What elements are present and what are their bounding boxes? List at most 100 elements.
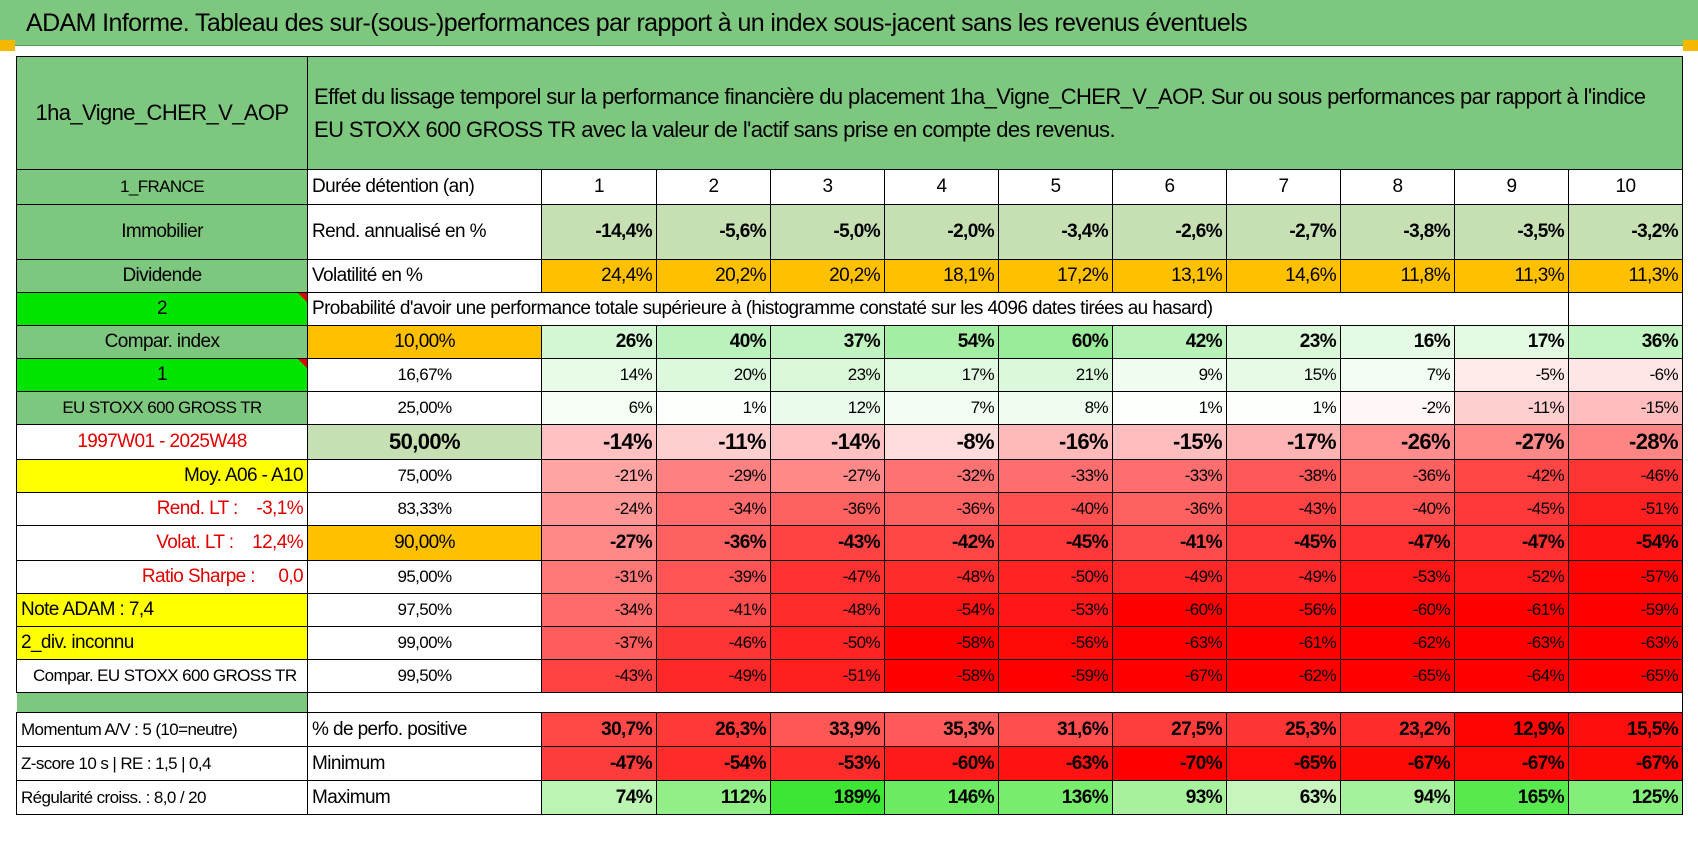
volat-value: 17,2% (998, 259, 1113, 293)
income-type-cell: Dividende (16, 259, 308, 293)
quantile-level: 75,00% (307, 459, 542, 493)
volat-value: 11,8% (1340, 259, 1455, 293)
prob-cell: -15% (1112, 424, 1227, 460)
compar-index-full-cell: Compar. EU STOXX 600 GROSS TR (16, 659, 308, 693)
minimum-value: -70% (1112, 746, 1227, 781)
prob-cell: -50% (998, 560, 1113, 594)
prob-cell: -36% (1112, 492, 1227, 526)
prob-cell: -14% (770, 424, 885, 460)
pct-positive-row: Momentum A/V : 5 (10=neutre) % de perfo.… (16, 712, 1683, 747)
quantile-level: 95,00% (307, 560, 542, 594)
minimum-value: -54% (656, 746, 771, 781)
prob-cell: -43% (1226, 492, 1341, 526)
prob-cell: -49% (1112, 560, 1227, 594)
volat-value: 18,1% (884, 259, 999, 293)
prob-cell: -56% (998, 626, 1113, 660)
maximum-row: Régularité croiss. : 8,0 / 20 Maximum 74… (16, 780, 1683, 815)
prob-cell: 1% (1226, 391, 1341, 425)
prob-cell: -40% (1340, 492, 1455, 526)
index-code-cell[interactable]: 1 (16, 358, 308, 392)
minimum-value: -63% (998, 746, 1113, 781)
minimum-value: -67% (1568, 746, 1683, 781)
prob-cell: -41% (656, 593, 771, 627)
prob-cell: -36% (656, 525, 771, 561)
year-header: 3 (770, 169, 885, 205)
rend-value: -3,5% (1454, 204, 1569, 260)
moy-label-cell: Moy. A06 - A10 (16, 459, 308, 493)
pct-positive-value: 30,7% (541, 712, 657, 747)
prob-cell: -34% (656, 492, 771, 526)
rend-value: -5,0% (770, 204, 885, 260)
volat-value: 11,3% (1454, 259, 1569, 293)
volat-value: 13,1% (1112, 259, 1227, 293)
prob-cell: -36% (884, 492, 999, 526)
rend-value: -2,7% (1226, 204, 1341, 260)
volat-value: 24,4% (541, 259, 657, 293)
prob-cell: -2% (1340, 391, 1455, 425)
corner-marker-right (1683, 40, 1698, 51)
prob-cell: -52% (1454, 560, 1569, 594)
momentum-cell: Momentum A/V : 5 (10=neutre) (16, 712, 308, 747)
prob-cell: -54% (884, 593, 999, 627)
prob-row-9: Note ADAM : 7,4 97,50% -34% -41% -48% -5… (16, 593, 1683, 627)
prob-cell: -58% (884, 626, 999, 660)
minimum-value: -60% (884, 746, 999, 781)
prob-cell: -8% (884, 424, 999, 460)
prob-cell: 7% (884, 391, 999, 425)
maximum-value: 63% (1226, 780, 1341, 815)
prob-cell: 37% (770, 325, 885, 359)
maximum-value: 94% (1340, 780, 1455, 815)
maximum-value: 112% (656, 780, 771, 815)
asset-name-cell: 1ha_Vigne_CHER_V_AOP (16, 56, 308, 170)
volat-value: 20,2% (656, 259, 771, 293)
year-header: 5 (998, 169, 1113, 205)
maximum-value: 136% (998, 780, 1113, 815)
minimum-value: -65% (1226, 746, 1341, 781)
prob-row-4: 1997W01 - 2025W48 50,00% -14% -11% -14% … (16, 424, 1683, 460)
maximum-value: 125% (1568, 780, 1683, 815)
rend-value: -3,4% (998, 204, 1113, 260)
performance-table: 1ha_Vigne_CHER_V_AOP Effet du lissage te… (16, 56, 1683, 815)
prob-row-2: 1 16,67% 14% 20% 23% 17% 21% 9% 15% 7% -… (16, 358, 1683, 392)
index-selector-cell[interactable]: 2 (16, 292, 308, 326)
prob-cell: -27% (770, 459, 885, 493)
pct-positive-value: 35,3% (884, 712, 999, 747)
table-header-text: Effet du lissage temporel sur la perform… (307, 56, 1683, 170)
prob-cell: -14% (541, 424, 657, 460)
prob-cell: -45% (1454, 492, 1569, 526)
year-header: 1 (541, 169, 657, 205)
prob-cell: -63% (1568, 626, 1683, 660)
prob-cell: 9% (1112, 358, 1227, 392)
prob-cell: 23% (1226, 325, 1341, 359)
prob-cell: -62% (1226, 659, 1341, 693)
year-header: 6 (1112, 169, 1227, 205)
prob-row-10: 2_div. inconnu 99,00% -37% -46% -50% -58… (16, 626, 1683, 660)
prob-cell: 17% (884, 358, 999, 392)
year-header: 8 (1340, 169, 1455, 205)
prob-cell: -42% (1454, 459, 1569, 493)
prob-cell: -42% (884, 525, 999, 561)
prob-cell: -59% (998, 659, 1113, 693)
quantile-level: 83,33% (307, 492, 542, 526)
prob-cell: 20% (656, 358, 771, 392)
prob-cell: -43% (541, 659, 657, 693)
prob-row-11: Compar. EU STOXX 600 GROSS TR 99,50% -43… (16, 659, 1683, 693)
prob-cell: -26% (1340, 424, 1455, 460)
prob-cell: -63% (1454, 626, 1569, 660)
prob-cell: -67% (1112, 659, 1227, 693)
prob-cell: 7% (1340, 358, 1455, 392)
compar-index-label: Compar. index (16, 325, 308, 359)
prob-cell: -60% (1340, 593, 1455, 627)
minimum-label: Minimum (307, 746, 542, 781)
prob-cell: -27% (541, 525, 657, 561)
prob-cell: -36% (770, 492, 885, 526)
prob-cell: 8% (998, 391, 1113, 425)
prob-cell: -16% (998, 424, 1113, 460)
prob-cell: -62% (1340, 626, 1455, 660)
prob-cell: -48% (770, 593, 885, 627)
category-cell: Immobilier (16, 204, 308, 260)
prob-cell: 6% (541, 391, 657, 425)
prob-cell: 17% (1454, 325, 1569, 359)
maximum-value: 189% (770, 780, 885, 815)
regularite-cell: Régularité croiss. : 8,0 / 20 (16, 780, 308, 815)
